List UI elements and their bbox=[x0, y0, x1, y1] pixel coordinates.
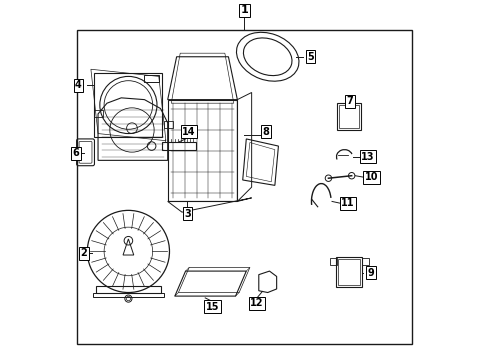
Text: 13: 13 bbox=[360, 152, 374, 162]
Text: 7: 7 bbox=[346, 96, 352, 107]
Bar bbox=[93, 293, 164, 297]
Text: 9: 9 bbox=[367, 268, 374, 278]
Text: 4: 4 bbox=[75, 80, 81, 90]
Text: 11: 11 bbox=[341, 198, 354, 208]
Bar bbox=[164, 121, 173, 128]
Bar bbox=[144, 75, 159, 82]
Bar bbox=[337, 259, 359, 285]
Bar bbox=[339, 105, 358, 128]
Text: 6: 6 bbox=[72, 148, 79, 158]
Bar bbox=[162, 142, 196, 150]
Text: 8: 8 bbox=[262, 127, 269, 137]
Bar bbox=[335, 257, 362, 287]
Text: 10: 10 bbox=[364, 172, 377, 182]
Bar bbox=[362, 257, 368, 265]
Bar bbox=[337, 103, 360, 130]
Text: 14: 14 bbox=[182, 127, 196, 137]
Bar bbox=[167, 100, 237, 202]
Text: 1: 1 bbox=[240, 5, 248, 15]
Text: 3: 3 bbox=[183, 209, 190, 219]
Bar bbox=[94, 111, 103, 117]
Bar bbox=[77, 30, 411, 344]
Bar bbox=[329, 257, 336, 265]
Text: 2: 2 bbox=[80, 248, 87, 258]
Bar bbox=[96, 286, 160, 293]
Text: 15: 15 bbox=[205, 302, 219, 312]
Text: 5: 5 bbox=[306, 52, 313, 62]
Text: 12: 12 bbox=[250, 298, 263, 308]
